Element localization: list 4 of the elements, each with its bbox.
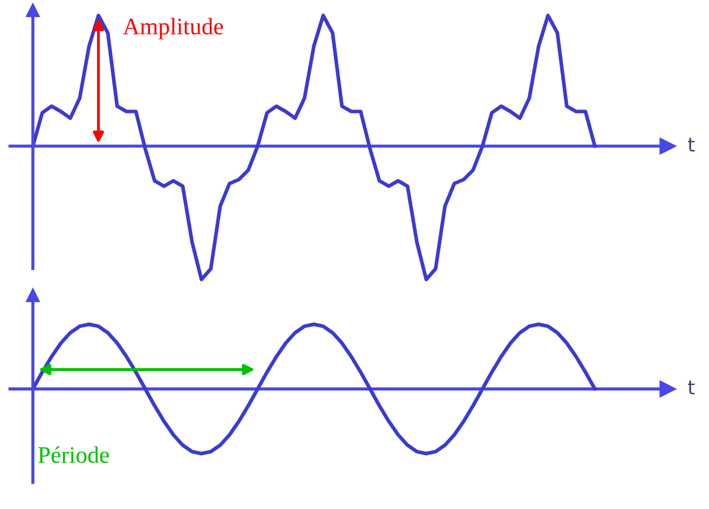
annotation: Période (38, 446, 109, 463)
annotation: Amplitude (123, 18, 223, 40)
x-axis-title: t (688, 380, 695, 394)
x-axis-title: t (688, 138, 695, 152)
